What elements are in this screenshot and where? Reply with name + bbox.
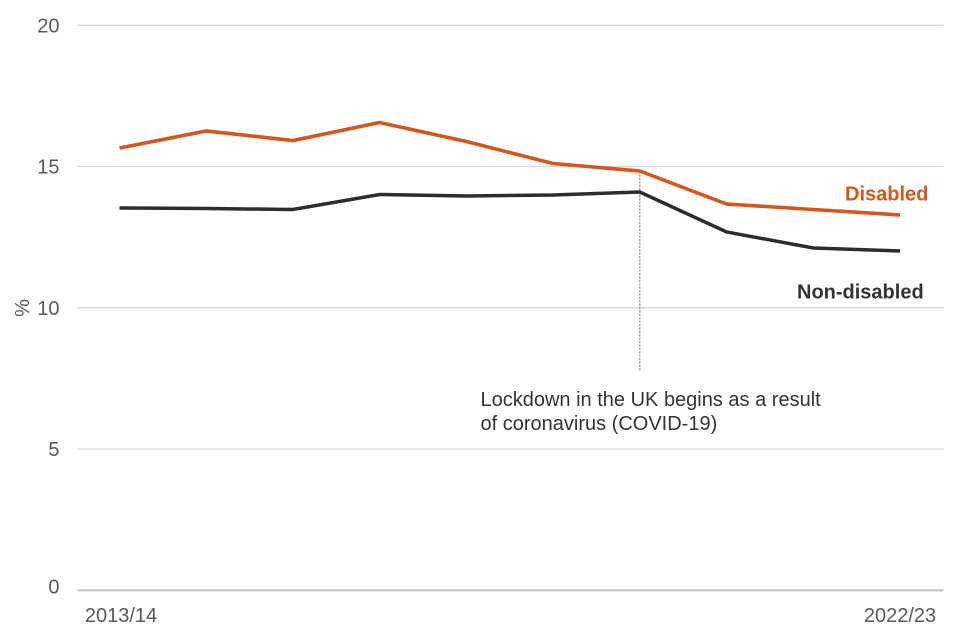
svg-text:5: 5 — [48, 439, 59, 461]
svg-text:10: 10 — [37, 298, 59, 320]
svg-text:of coronavirus (COVID-19): of coronavirus (COVID-19) — [481, 413, 718, 435]
svg-text:15: 15 — [37, 157, 59, 179]
svg-text:Lockdown in the UK begins as a: Lockdown in the UK begins as a result — [481, 389, 822, 411]
svg-text:Non-disabled: Non-disabled — [797, 282, 924, 304]
svg-text:2013/14: 2013/14 — [85, 605, 157, 627]
svg-text:0: 0 — [48, 577, 59, 599]
svg-text:%: % — [12, 299, 34, 317]
svg-text:Disabled: Disabled — [845, 184, 928, 206]
svg-text:2022/23: 2022/23 — [864, 605, 936, 627]
svg-text:20: 20 — [37, 16, 59, 38]
